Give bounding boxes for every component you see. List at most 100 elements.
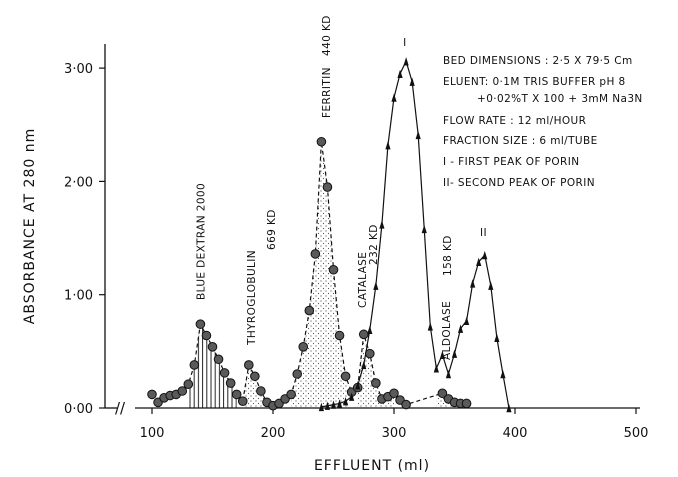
triangle-data-point	[427, 322, 433, 331]
annotation-ferritin: FERRITIN	[321, 67, 333, 118]
triangle-data-point	[367, 325, 373, 335]
circle-data-point	[250, 371, 260, 382]
triangle-data-point	[433, 364, 439, 373]
circle-data-point	[334, 330, 345, 341]
triangle-data-point	[500, 369, 506, 379]
circle-data-point	[219, 368, 230, 378]
triangle-data-point	[343, 397, 349, 406]
triangle-data-point	[457, 324, 464, 333]
circle-data-point	[195, 319, 206, 329]
circle-data-point	[201, 330, 212, 341]
triangle-data-point	[403, 57, 409, 66]
circle-data-point	[389, 388, 399, 399]
peak-annotations: BLUE DEXTRAN 2000 THYROGLOBULIN 669 KD FERR…	[195, 15, 487, 360]
annotation-aldolase: ALDOLASE	[441, 301, 453, 360]
axis-break-mark: //	[115, 399, 126, 417]
triangle-data-point	[488, 281, 494, 290]
circle-data-point	[237, 396, 248, 407]
circle-data-point	[213, 354, 224, 365]
triangle-data-point	[361, 360, 367, 370]
ticks: 100 200 300 400 500 0·00 1·00 2·00 3·00	[64, 62, 648, 441]
x-tick-label: 200	[261, 426, 286, 441]
y-tick-label: 3·00	[64, 62, 93, 77]
info-eluent: ELUENT: 0·1M TRIS BUFFER pH 8	[443, 76, 626, 88]
triangle-data-point	[397, 69, 403, 78]
annotation-catalase-mw: 232 KD	[368, 224, 380, 265]
circle-data-point	[244, 360, 254, 370]
info-eluent-additives: +0·02%T X 100 + 3mM Na3N	[477, 93, 643, 105]
triangle-data-point	[318, 402, 324, 412]
x-tick-label: 400	[503, 426, 528, 441]
circle-data-point	[231, 389, 242, 400]
circle-data-point	[371, 378, 381, 388]
triangle-data-point	[349, 392, 355, 401]
circle-data-point	[461, 398, 472, 409]
circle-data-point	[358, 329, 369, 340]
circle-data-point	[328, 264, 339, 275]
triangle-data-point	[421, 224, 427, 234]
circle-data-point	[437, 388, 448, 399]
stipple-shading	[291, 141, 349, 408]
triangle-data-point	[355, 381, 361, 390]
circle-data-point	[177, 386, 188, 396]
vertical-hatch-shading	[188, 324, 237, 408]
triangle-data-point	[451, 349, 458, 358]
x-tick-label: 300	[382, 426, 407, 441]
triangle-data-point	[409, 77, 415, 86]
circle-data-point	[256, 386, 266, 396]
triangle-data-point	[385, 140, 391, 150]
circle-data-point	[189, 360, 200, 370]
circle-data-point	[183, 379, 194, 390]
triangle-data-point	[470, 279, 476, 288]
info-bed-dimensions: BED DIMENSIONS : 2·5 X 79·5 Cm	[443, 55, 633, 67]
info-flow-rate: FLOW RATE : 12 ml/HOUR	[443, 115, 586, 127]
axes: //	[104, 44, 640, 417]
triangle-data-point	[336, 399, 343, 408]
circle-data-point	[292, 369, 303, 379]
circle-data-point	[401, 399, 411, 410]
circle-data-point	[225, 378, 236, 388]
y-tick-label: 0·00	[64, 402, 93, 417]
triangle-data-point	[324, 401, 331, 410]
annotation-aldolase-mw: 158 KD	[442, 235, 454, 276]
triangle-data-point	[506, 403, 512, 413]
y-tick-label: 1·00	[64, 289, 93, 304]
info-box: BED DIMENSIONS : 2·5 X 79·5 Cm ELUENT: 0…	[443, 55, 643, 189]
triangle-data-point	[494, 333, 500, 342]
circle-data-point	[298, 342, 309, 352]
circle-data-point	[286, 389, 296, 400]
circle-data-point	[322, 182, 333, 192]
y-axis-title: ABSORBANCE AT 280 nm	[22, 128, 38, 324]
series-markers	[147, 57, 512, 413]
circle-data-point	[147, 389, 157, 400]
x-tick-label: 500	[624, 426, 649, 441]
x-axis-title: EFFLUENT (ml)	[314, 458, 430, 474]
circle-data-point	[207, 342, 218, 352]
annotation-thyroglobulin-mw: 669 KD	[266, 209, 278, 250]
annotation-ferritin-mw: 440 KD	[321, 15, 333, 56]
info-second-peak: II- SECOND PEAK OF PORIN	[443, 177, 595, 189]
triangle-data-point	[379, 220, 385, 229]
triangle-data-point	[482, 250, 488, 260]
info-first-peak: I - FIRST PEAK OF PORIN	[443, 156, 579, 168]
annotation-catalase: CATALASE	[357, 252, 369, 308]
circle-data-point	[340, 371, 351, 382]
triangle-data-point	[445, 369, 452, 379]
circle-data-point	[304, 305, 315, 316]
circle-data-point	[316, 136, 327, 147]
annotation-peak-1: I	[403, 37, 407, 49]
annotation-peak-2: II	[480, 227, 487, 239]
circle-data-point	[310, 249, 321, 259]
triangle-data-point	[330, 400, 337, 409]
info-fraction-size: FRACTION SIZE : 6 ml/TUBE	[443, 135, 598, 147]
triangle-data-point	[464, 316, 470, 325]
annotation-blue-dextran: BLUE DEXTRAN 2000	[195, 183, 207, 300]
triangle-data-point	[415, 130, 421, 140]
annotation-thyroglobulin: THYROGLOBULIN	[246, 250, 258, 346]
triangle-data-point	[391, 93, 397, 102]
triangle-data-point	[373, 281, 379, 290]
triangle-data-point	[439, 350, 445, 359]
stipple-shading	[242, 364, 267, 408]
triangle-data-point	[476, 257, 482, 267]
